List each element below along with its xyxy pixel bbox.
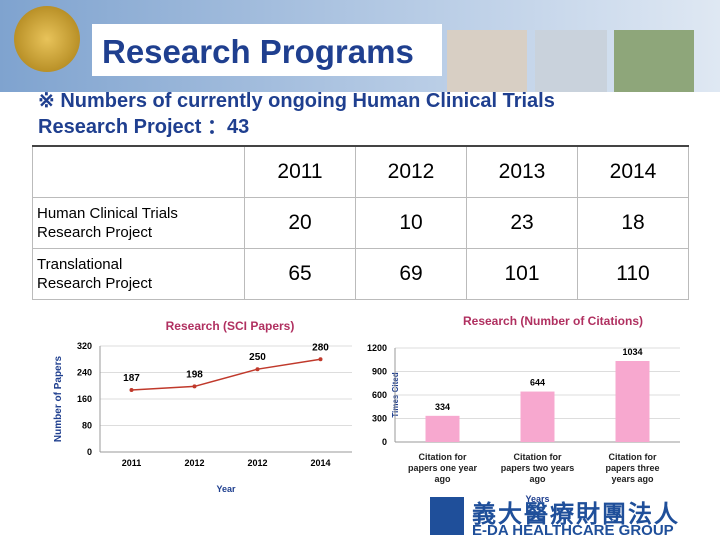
- y-tick-label: 1200: [367, 343, 387, 353]
- value-label: 250: [249, 352, 266, 363]
- row: Translational Research Project 65 69 101 110: [32, 248, 689, 300]
- y-tick-label: 0: [87, 447, 92, 457]
- cell: 101: [466, 248, 578, 300]
- x-tick-label: Citation for papers one year ago: [407, 452, 478, 484]
- point: [192, 384, 197, 389]
- photo: [447, 30, 527, 92]
- column-header: 2013: [466, 145, 578, 198]
- bar: [520, 391, 555, 442]
- table: 2011 2012 2013 2014 Human Clinical Trials Re…: [32, 145, 689, 300]
- value-label: 1034: [622, 347, 642, 357]
- y-tick-label: 600: [372, 390, 387, 400]
- cell: 23: [466, 197, 578, 249]
- x-tick-label: 2012: [247, 458, 267, 468]
- photo: [535, 30, 607, 92]
- title-box: [92, 24, 442, 76]
- x-axis-label: Years: [525, 494, 549, 504]
- cell: 65: [244, 248, 356, 300]
- x-tick-label: 2011: [122, 458, 142, 468]
- subtitle: ※ Numbers of currently ongoing Human Cli…: [38, 90, 555, 138]
- photo: [614, 30, 694, 92]
- y-tick-label: 300: [372, 414, 387, 424]
- y-tick-label: 240: [77, 368, 92, 378]
- x-tick-label: 2014: [310, 458, 330, 468]
- value-label: 280: [312, 342, 329, 353]
- x-tick-label: Citation for papers three years ago: [605, 452, 660, 484]
- chart-title: Research (Number of Citations): [463, 314, 643, 328]
- cell: 10: [355, 197, 467, 249]
- cell: 110: [577, 248, 689, 300]
- x-axis-label: Year: [216, 484, 236, 494]
- row-label: Human Clinical Trials Research Project: [32, 197, 245, 249]
- value-label: 198: [186, 369, 203, 380]
- y-tick-label: 900: [372, 367, 387, 377]
- y-axis-label: Number of Papers: [53, 355, 64, 442]
- line: [131, 358, 321, 391]
- x-tick-label: Citation for papers two years ago: [500, 452, 575, 484]
- cell: 20: [244, 197, 356, 249]
- x-tick-label: 2012: [184, 458, 204, 468]
- value-label: 644: [530, 378, 545, 388]
- title: Research Programs: [102, 33, 414, 70]
- row: Human Clinical Trials Research Project 20…: [32, 197, 689, 249]
- y-tick-label: 320: [77, 341, 92, 351]
- cell: 18: [577, 197, 689, 249]
- bar: [425, 415, 460, 442]
- value-label: 334: [435, 402, 450, 412]
- point: [129, 388, 134, 393]
- y-tick-label: 160: [77, 394, 92, 404]
- y-tick-label: 0: [382, 437, 387, 447]
- y-tick-label: 80: [82, 421, 92, 431]
- column-header: 2014: [577, 145, 689, 198]
- org-name-zh: 義大醫療財團法人: [472, 501, 680, 528]
- chart-title: Research (SCI Papers): [166, 319, 295, 333]
- point: [255, 367, 260, 372]
- org-name-en: E-DA HEALTHCARE GROUP: [472, 522, 674, 539]
- seal: [14, 6, 80, 72]
- point: [318, 357, 323, 362]
- row-label: Translational Research Project: [32, 248, 245, 300]
- cell: 69: [355, 248, 467, 300]
- logo: [430, 497, 464, 535]
- bar: [615, 361, 650, 442]
- value-label: 187: [123, 373, 140, 384]
- column-header: 2011: [244, 145, 356, 198]
